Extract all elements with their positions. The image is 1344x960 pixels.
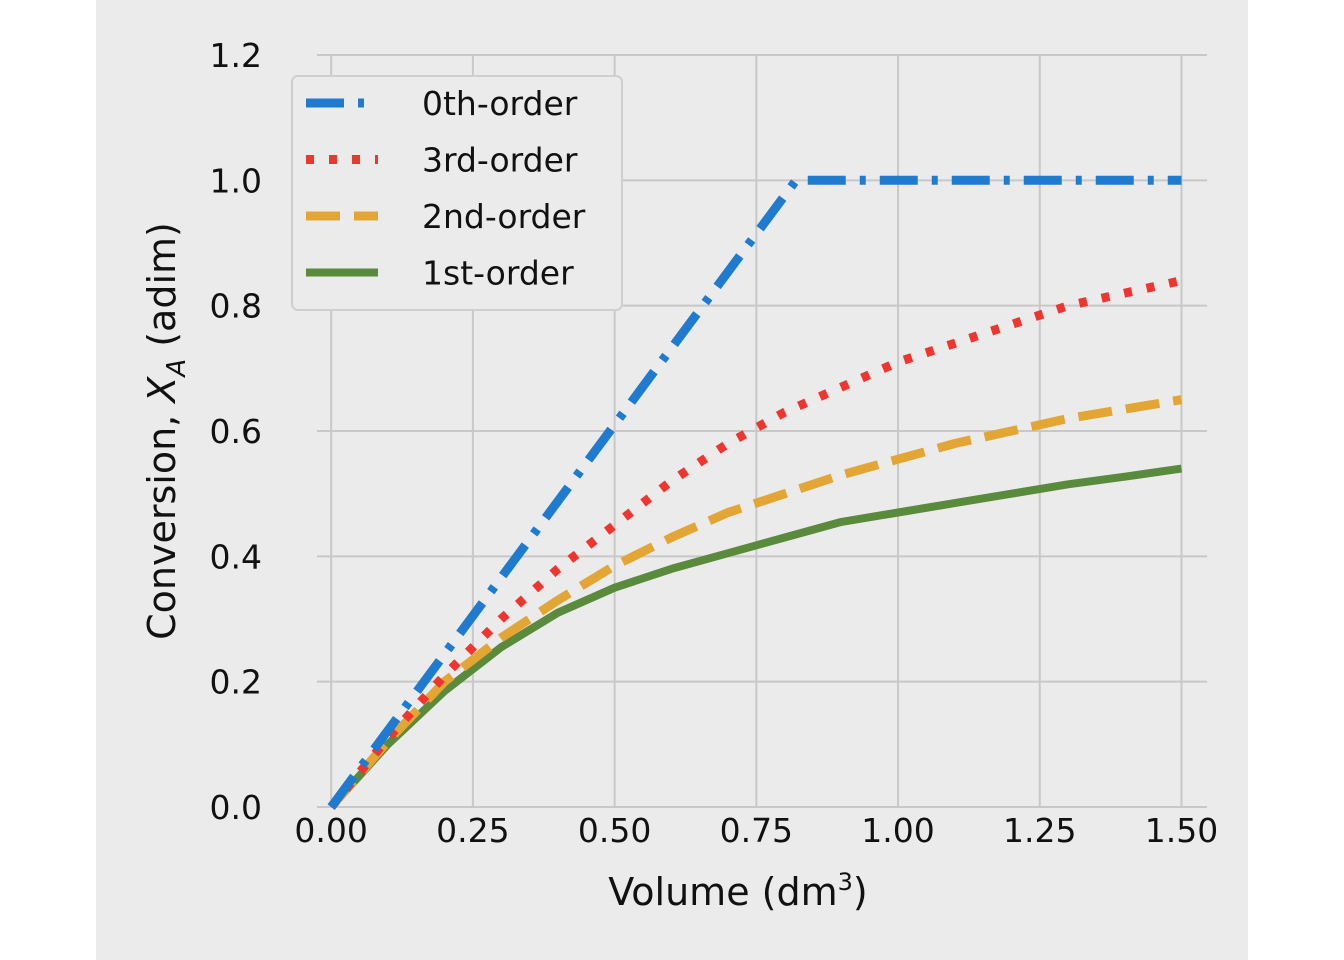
x-axis-title: Volume (dm3) [608,868,867,914]
legend: 0th-order 3rd-order 2nd-order 1st-order [291,75,623,311]
x-tick-label: 0.75 [720,811,793,850]
legend-label: 0th-order [422,84,578,123]
y-tick-label: 0.4 [210,537,262,576]
legend-label: 1st-order [422,254,574,293]
y-tick-label: 1.2 [210,36,262,75]
series-line-2nd-order [327,395,1183,810]
x-tick-label: 0.00 [294,811,367,850]
x-tick-label: 0.50 [578,811,651,850]
x-tick-label: 1.50 [1145,811,1218,850]
y-axis-title-variable: X [140,376,184,405]
x-tick-label: 0.25 [436,811,509,850]
series-line-0th-order [327,175,1182,810]
legend-label: 3rd-order [422,141,578,180]
series-line-3rd-order [327,276,1183,810]
y-axis-title-subscript: A [162,359,192,379]
y-axis-title: Conversion, XA (adim) [140,222,192,640]
y-tick-label: 0.2 [210,663,262,702]
y-tick-label: 0.6 [210,412,262,451]
x-tick-label: 1.25 [1003,811,1076,850]
y-axis-title-suffix: (adim) [140,222,184,359]
series-layer [327,175,1183,810]
x-axis-title-superscript: 3 [838,868,853,896]
y-tick-label: 0.8 [210,287,262,326]
series-line-1st-order [328,464,1183,810]
y-tick-label: 0.0 [210,788,262,827]
x-tick-label: 1.00 [861,811,934,850]
y-axis-ticks: 0.0 0.2 0.4 0.6 0.8 1.0 1.2 [210,36,262,827]
legend-label: 2nd-order [422,197,586,236]
x-axis-ticks: 0.00 0.25 0.50 0.75 1.00 1.25 1.50 [294,811,1218,850]
y-tick-label: 1.0 [210,161,262,200]
legend-box [291,75,623,311]
x-axis-title-suffix: ) [853,870,868,914]
